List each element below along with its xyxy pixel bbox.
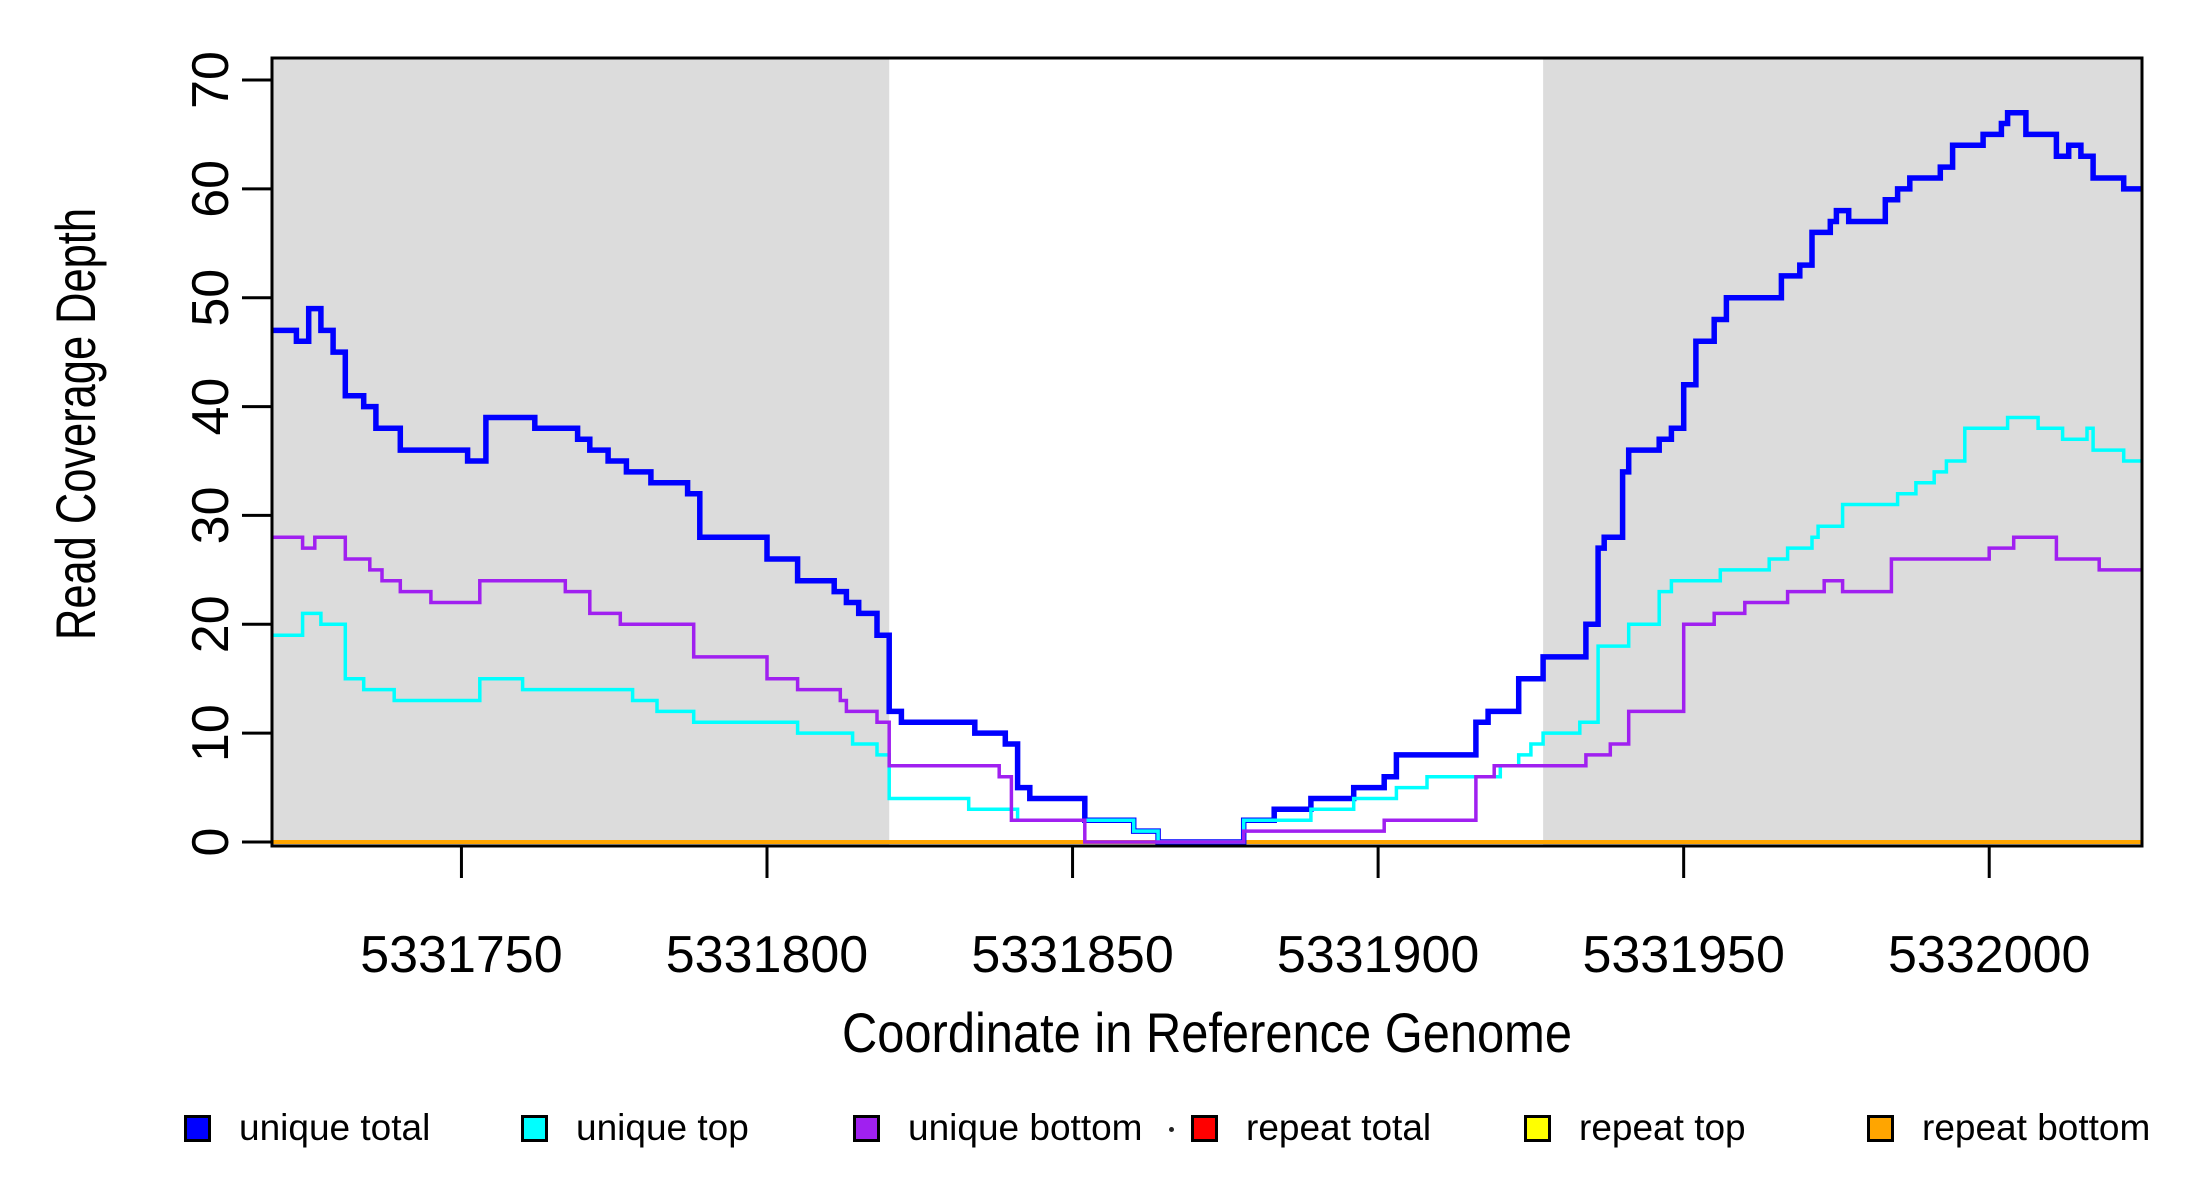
series-lines bbox=[272, 109, 2142, 845]
x-tick-label: 5332000 bbox=[1888, 926, 2090, 984]
series-line-unique-bottom bbox=[272, 535, 2142, 844]
shaded-regions bbox=[272, 58, 2142, 846]
series-line-unique-total bbox=[272, 109, 2142, 845]
x-axis: 5331750 5331800 5331850 5331900 5331950 53320… bbox=[360, 846, 2090, 984]
series-line-unique-top bbox=[272, 415, 2142, 844]
x-tick-label: 5331750 bbox=[360, 926, 562, 984]
y-axis: 0 10 20 30 40 50 60 70 bbox=[182, 51, 272, 856]
y-tick-label: 50 bbox=[182, 269, 240, 327]
x-axis-title: Coordinate in Reference Genome bbox=[842, 1001, 1572, 1064]
plot-frame bbox=[270, 56, 2144, 848]
y-tick-label: 30 bbox=[182, 487, 240, 545]
stray-dot-artifact bbox=[1169, 1127, 1174, 1132]
y-tick-label: 70 bbox=[182, 51, 240, 109]
y-axis-title: Read Coverage Depth bbox=[44, 208, 107, 640]
x-tick-label: 5331950 bbox=[1582, 926, 1784, 984]
y-tick-label: 0 bbox=[182, 828, 240, 857]
x-tick-label: 5331800 bbox=[666, 926, 868, 984]
y-tick-label: 60 bbox=[182, 160, 240, 218]
x-tick-label: 5331850 bbox=[971, 926, 1173, 984]
y-tick-label: 20 bbox=[182, 595, 240, 653]
shaded-region bbox=[272, 58, 890, 846]
x-tick-label: 5331900 bbox=[1277, 926, 1479, 984]
y-tick-label: 10 bbox=[182, 704, 240, 762]
y-tick-label: 40 bbox=[182, 378, 240, 436]
